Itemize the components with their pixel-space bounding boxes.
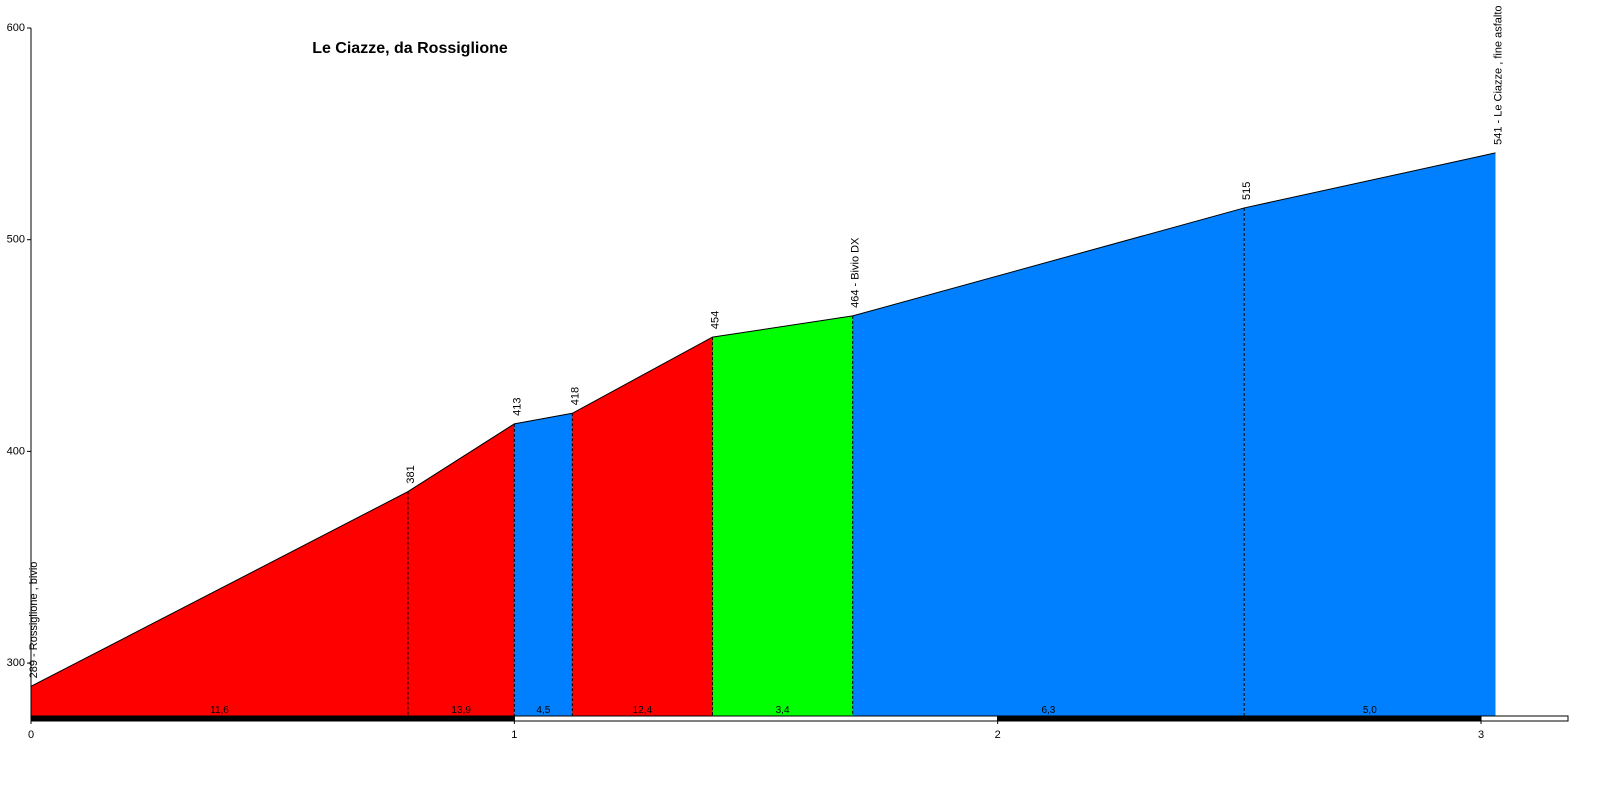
km-stripe bbox=[1480, 715, 1569, 722]
point-label: 541 - Le Ciazze , fine asfalto bbox=[1493, 5, 1505, 144]
chart-title: Le Ciazze, da Rossiglione bbox=[312, 40, 508, 57]
segment-label: 4,5 bbox=[536, 705, 550, 716]
km-stripe bbox=[30, 715, 515, 722]
y-tick-label: 400 bbox=[7, 445, 25, 457]
y-tick-label: 500 bbox=[7, 234, 25, 246]
segment-label: 6,3 bbox=[1041, 705, 1055, 716]
x-tick-label: 1 bbox=[511, 729, 517, 741]
point-label: 464 - Bivio DX bbox=[850, 237, 862, 308]
profile-segment bbox=[31, 491, 408, 716]
segment-label: 13,9 bbox=[451, 705, 471, 716]
profile-line bbox=[30, 152, 1496, 687]
profile-segment bbox=[514, 413, 573, 716]
x-tick-label: 3 bbox=[1478, 729, 1484, 741]
segment-label: 11,6 bbox=[210, 705, 229, 716]
km-stripe bbox=[997, 715, 1482, 722]
segment-label: 5,0 bbox=[1363, 705, 1377, 716]
point-label: 381 bbox=[405, 465, 417, 483]
segment-label: 3,4 bbox=[776, 705, 790, 716]
point-label: 454 bbox=[710, 311, 722, 329]
point-label: 413 bbox=[511, 398, 523, 416]
point-label: 515 bbox=[1241, 182, 1253, 200]
x-tick-label: 0 bbox=[28, 729, 34, 741]
km-stripe bbox=[513, 715, 999, 722]
point-label: 418 bbox=[569, 387, 581, 405]
profile-segment bbox=[712, 315, 853, 716]
y-tick-label: 600 bbox=[7, 22, 25, 34]
profile-segment bbox=[572, 337, 713, 716]
profile-segment bbox=[852, 207, 1245, 716]
profile-segment bbox=[1244, 152, 1496, 717]
segment-label: 12,4 bbox=[633, 705, 653, 716]
profile-segment bbox=[408, 423, 515, 716]
x-tick-label: 2 bbox=[995, 729, 1001, 741]
y-tick-label: 300 bbox=[7, 657, 25, 669]
point-label: 289 - Rossiglione , bivio bbox=[28, 562, 40, 679]
